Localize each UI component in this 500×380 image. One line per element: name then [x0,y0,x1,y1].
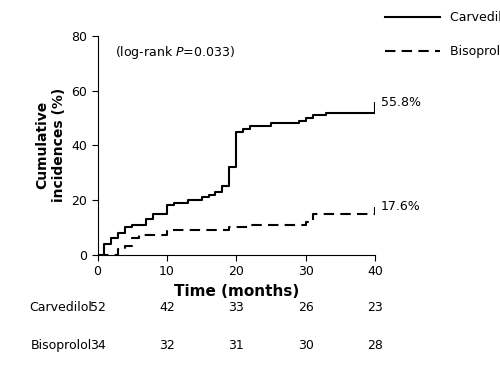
Text: 26: 26 [298,301,314,314]
Text: 42: 42 [159,301,175,314]
Text: 55.8%: 55.8% [380,96,420,109]
Text: 17.6%: 17.6% [380,200,420,213]
Text: 31: 31 [228,339,244,352]
X-axis label: Time (months): Time (months) [174,283,299,299]
Text: 34: 34 [90,339,106,352]
Text: 32: 32 [159,339,175,352]
Text: Carvedilol (n=52): Carvedilol (n=52) [450,11,500,24]
Text: 33: 33 [228,301,244,314]
Text: 23: 23 [367,301,383,314]
Text: Carvedilol: Carvedilol [30,301,92,314]
Text: 30: 30 [298,339,314,352]
Text: 28: 28 [367,339,383,352]
Text: Bisoprolol: Bisoprolol [31,339,92,352]
Text: (log-rank $\it{P}$=0.033): (log-rank $\it{P}$=0.033) [115,44,235,61]
Y-axis label: Cumulative
incidences (%): Cumulative incidences (%) [36,88,66,203]
Text: 52: 52 [90,301,106,314]
Text: Bisoprolol (n=34): Bisoprolol (n=34) [450,45,500,58]
